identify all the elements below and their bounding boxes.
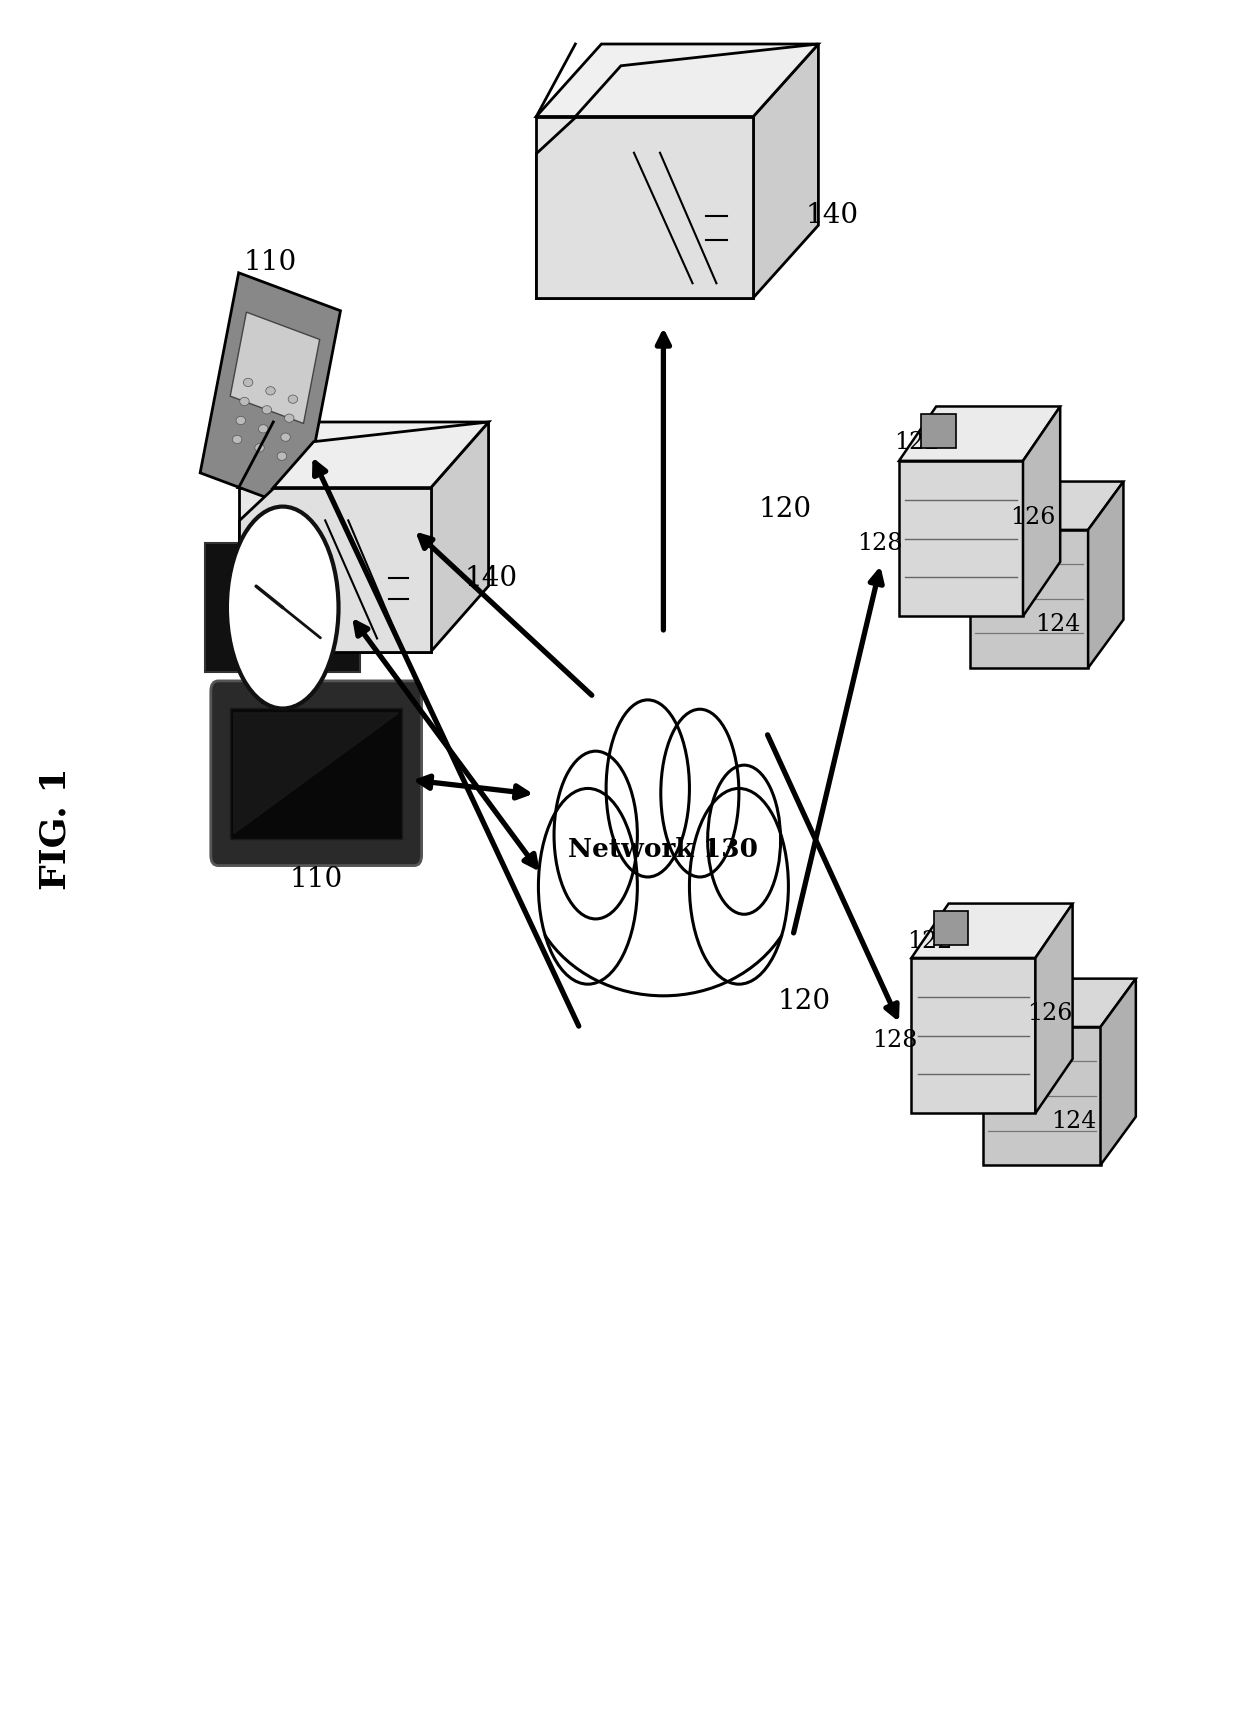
Polygon shape — [536, 43, 818, 117]
Polygon shape — [911, 958, 1035, 1113]
Polygon shape — [1101, 979, 1136, 1165]
Ellipse shape — [554, 751, 637, 918]
Ellipse shape — [538, 789, 637, 984]
Ellipse shape — [262, 406, 272, 414]
Polygon shape — [1035, 904, 1073, 1113]
Ellipse shape — [606, 701, 689, 877]
Ellipse shape — [278, 452, 286, 461]
Text: 128: 128 — [857, 532, 903, 556]
Polygon shape — [200, 273, 341, 511]
Polygon shape — [899, 407, 1060, 461]
Ellipse shape — [288, 395, 298, 404]
Ellipse shape — [232, 435, 242, 444]
Bar — [934, 911, 968, 946]
Text: 110: 110 — [290, 866, 342, 894]
Polygon shape — [754, 43, 818, 299]
Polygon shape — [432, 423, 489, 652]
Polygon shape — [536, 117, 754, 299]
Text: 128: 128 — [872, 1029, 918, 1053]
Polygon shape — [233, 713, 399, 834]
Ellipse shape — [265, 387, 275, 395]
Bar — [921, 414, 956, 449]
Polygon shape — [983, 1027, 1101, 1165]
Text: 126: 126 — [1011, 506, 1056, 530]
Text: 110: 110 — [244, 249, 296, 276]
Text: Network 130: Network 130 — [568, 837, 759, 861]
Bar — [206, 542, 360, 673]
Text: 120: 120 — [759, 495, 812, 523]
Polygon shape — [971, 482, 1123, 530]
Ellipse shape — [562, 761, 765, 1003]
Polygon shape — [575, 43, 818, 117]
Ellipse shape — [239, 397, 249, 406]
Text: 140: 140 — [806, 202, 859, 230]
Ellipse shape — [708, 765, 781, 915]
Bar — [273, 520, 293, 542]
Ellipse shape — [227, 507, 339, 709]
Text: FIG. 1: FIG. 1 — [38, 766, 73, 891]
Polygon shape — [1089, 482, 1123, 668]
FancyBboxPatch shape — [211, 680, 422, 866]
Polygon shape — [231, 312, 320, 423]
Text: 126: 126 — [1027, 1001, 1073, 1025]
Ellipse shape — [533, 652, 794, 1049]
Polygon shape — [536, 117, 754, 299]
Ellipse shape — [258, 425, 268, 433]
Ellipse shape — [689, 789, 789, 984]
Text: 122: 122 — [906, 930, 952, 953]
Polygon shape — [238, 423, 489, 488]
Polygon shape — [1023, 407, 1060, 616]
Bar — [229, 708, 403, 839]
Text: 110: 110 — [257, 683, 309, 711]
Polygon shape — [971, 530, 1089, 668]
Text: 124: 124 — [1052, 1110, 1097, 1134]
Text: 120: 120 — [777, 987, 831, 1015]
Ellipse shape — [254, 444, 264, 452]
Polygon shape — [983, 979, 1136, 1027]
Polygon shape — [899, 461, 1023, 616]
Polygon shape — [238, 488, 432, 652]
Polygon shape — [273, 423, 489, 488]
Ellipse shape — [280, 433, 290, 442]
Polygon shape — [911, 904, 1073, 958]
Text: 122: 122 — [894, 432, 940, 454]
Text: 124: 124 — [1035, 613, 1081, 637]
Polygon shape — [238, 488, 432, 652]
Ellipse shape — [243, 378, 253, 387]
Text: 140: 140 — [465, 564, 518, 592]
Ellipse shape — [661, 709, 739, 877]
Ellipse shape — [284, 414, 294, 423]
Ellipse shape — [236, 416, 246, 425]
